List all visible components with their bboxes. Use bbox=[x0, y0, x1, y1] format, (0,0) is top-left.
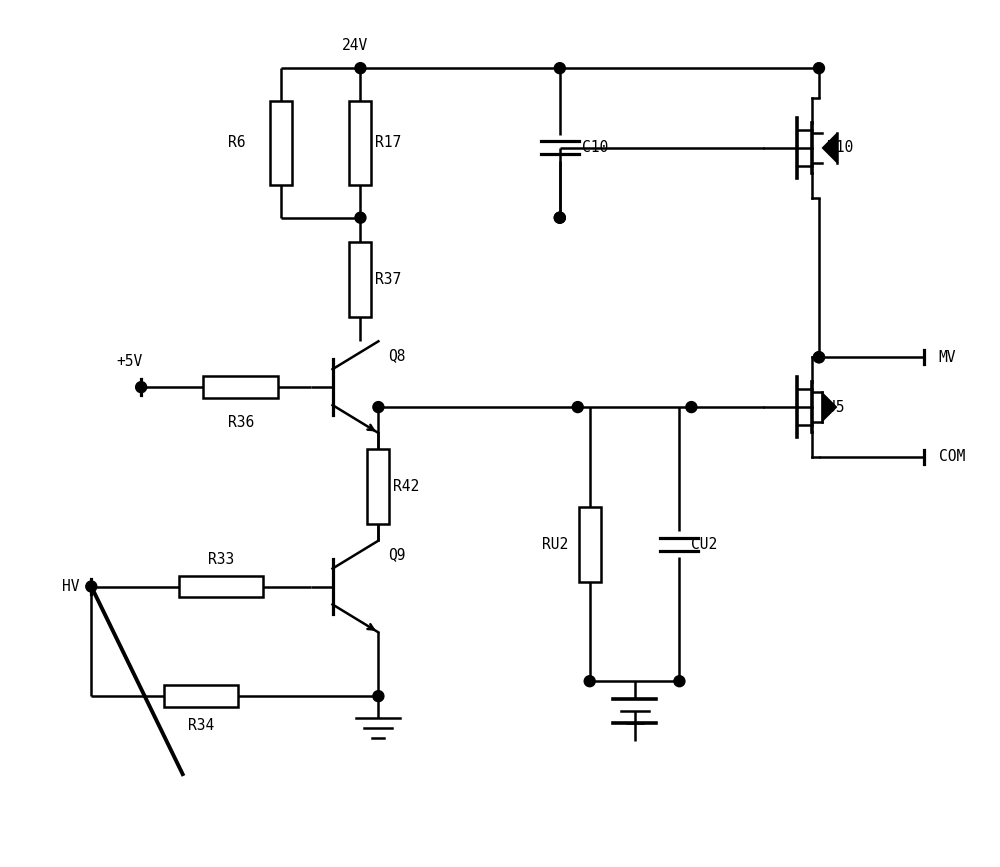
Text: 24V: 24V bbox=[342, 38, 369, 53]
Bar bbox=[164, 685, 238, 707]
Circle shape bbox=[136, 381, 147, 393]
Circle shape bbox=[686, 401, 697, 413]
Text: Q9: Q9 bbox=[388, 547, 406, 562]
Text: U5: U5 bbox=[827, 400, 844, 414]
Text: R17: R17 bbox=[375, 135, 402, 151]
Circle shape bbox=[373, 401, 384, 413]
Bar bbox=[579, 507, 601, 582]
Bar bbox=[203, 376, 278, 398]
Bar bbox=[349, 242, 371, 316]
Text: CU2: CU2 bbox=[691, 537, 718, 551]
Text: C10: C10 bbox=[582, 140, 608, 155]
Text: RU2: RU2 bbox=[542, 537, 568, 551]
Circle shape bbox=[813, 352, 824, 362]
Bar bbox=[367, 449, 389, 525]
Circle shape bbox=[373, 691, 384, 701]
Text: MV: MV bbox=[939, 349, 956, 365]
Text: R34: R34 bbox=[188, 718, 214, 733]
Circle shape bbox=[355, 212, 366, 223]
Circle shape bbox=[572, 401, 583, 413]
Text: +5V: +5V bbox=[116, 355, 142, 369]
Circle shape bbox=[674, 675, 685, 687]
Circle shape bbox=[813, 352, 824, 362]
Text: HV: HV bbox=[62, 579, 79, 594]
Polygon shape bbox=[822, 133, 837, 163]
Text: R33: R33 bbox=[208, 551, 234, 566]
Text: R36: R36 bbox=[228, 415, 254, 430]
Text: R42: R42 bbox=[393, 479, 420, 494]
Circle shape bbox=[86, 581, 97, 592]
Bar bbox=[349, 101, 371, 186]
Text: R6: R6 bbox=[228, 135, 246, 151]
Text: R37: R37 bbox=[375, 272, 402, 287]
Text: U10: U10 bbox=[827, 140, 853, 155]
Circle shape bbox=[584, 675, 595, 687]
Circle shape bbox=[554, 62, 565, 74]
Circle shape bbox=[813, 62, 824, 74]
Polygon shape bbox=[822, 392, 837, 422]
Bar bbox=[270, 101, 292, 186]
Text: Q8: Q8 bbox=[388, 348, 406, 362]
Text: COM: COM bbox=[939, 449, 965, 465]
Circle shape bbox=[554, 212, 565, 223]
Bar bbox=[179, 576, 263, 597]
Circle shape bbox=[554, 212, 565, 223]
Circle shape bbox=[355, 62, 366, 74]
